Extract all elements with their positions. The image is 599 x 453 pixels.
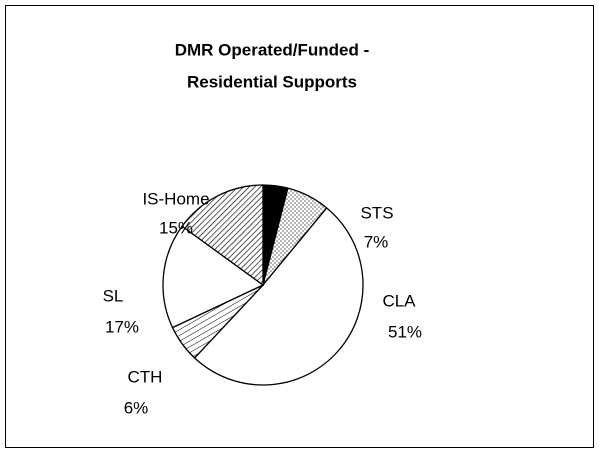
slice-label: CTH [128,367,163,386]
chart-title: DMR Operated/Funded - [175,40,370,59]
slice-label: STS [360,203,393,222]
slice-label: IS-Home [142,189,209,208]
pie-slice [162,225,265,329]
slice-value-label: 17% [105,317,139,336]
chart-title: Residential Supports [187,72,357,91]
slice-label: CLA [382,291,416,310]
pie-slice [193,207,364,386]
slice-value-label: 7% [364,232,389,251]
pie-slice [181,184,264,287]
slice-value-label: 6% [124,398,149,417]
slice-value-label: 15% [159,218,193,237]
slice-label: SL [103,286,124,305]
slice-value-label: 51% [388,322,422,341]
